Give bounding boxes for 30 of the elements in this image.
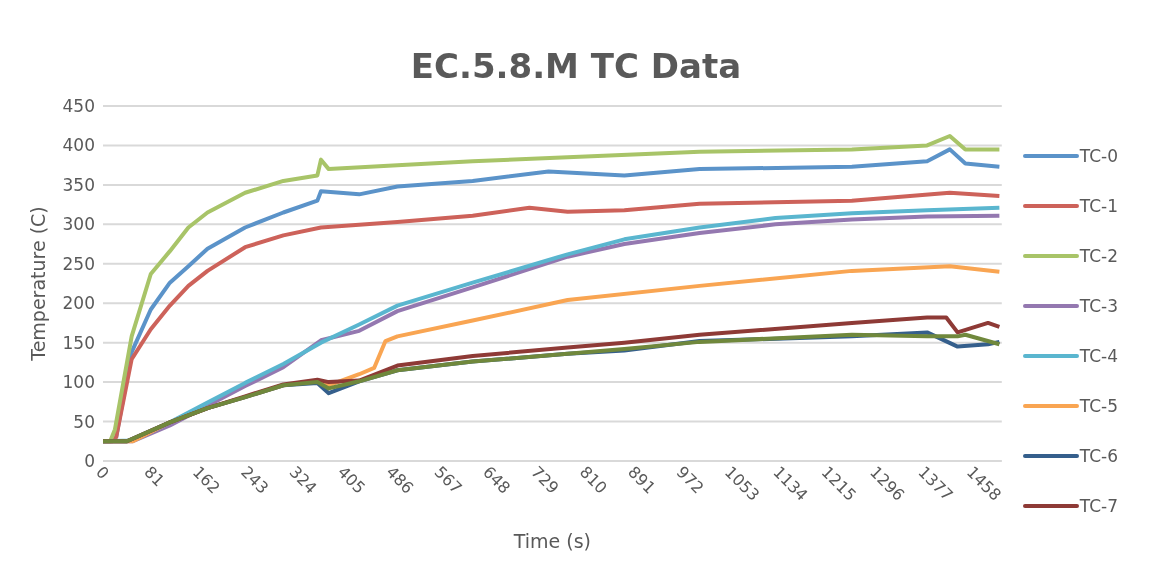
x-axis-title: Time (s) [512, 530, 592, 552]
x-tick-label: 405 [334, 462, 370, 498]
y-tick-label: 400 [62, 135, 95, 156]
legend-label: TC-0 [1079, 146, 1118, 166]
x-tick-label: 729 [527, 462, 563, 498]
x-tick-label: 567 [430, 462, 466, 498]
legend-label: TC-4 [1079, 346, 1118, 366]
y-tick-label: 100 [62, 372, 95, 393]
legend-label: TC-2 [1079, 246, 1118, 266]
y-tick-label: 200 [62, 293, 95, 314]
legend-label: TC-5 [1079, 396, 1118, 416]
x-tick-label: 162 [188, 462, 224, 498]
chart-title: EC.5.8.M TC Data [409, 45, 743, 88]
x-tick-label: 648 [479, 462, 515, 498]
legend-label: TC-7 [1079, 496, 1118, 516]
y-tick-label: 250 [62, 253, 95, 274]
legend-label: TC-6 [1079, 446, 1118, 466]
y-tick-label: 50 [73, 411, 95, 432]
y-tick-label: 150 [62, 332, 95, 353]
y-tick-label: 300 [62, 214, 95, 235]
y-tick-label: 450 [62, 96, 95, 117]
legend-label: TC-1 [1079, 196, 1118, 216]
x-tick-label: 81 [140, 462, 169, 491]
legend-label: TC-3 [1079, 296, 1118, 316]
x-tick-label: 324 [285, 462, 321, 498]
x-tick-label: 810 [575, 462, 611, 498]
x-tick-label: 486 [382, 462, 418, 498]
y-axis-title: Temperature (C) [26, 206, 49, 362]
x-tick-label: 243 [237, 462, 273, 498]
y-tick-label: 350 [62, 174, 95, 195]
